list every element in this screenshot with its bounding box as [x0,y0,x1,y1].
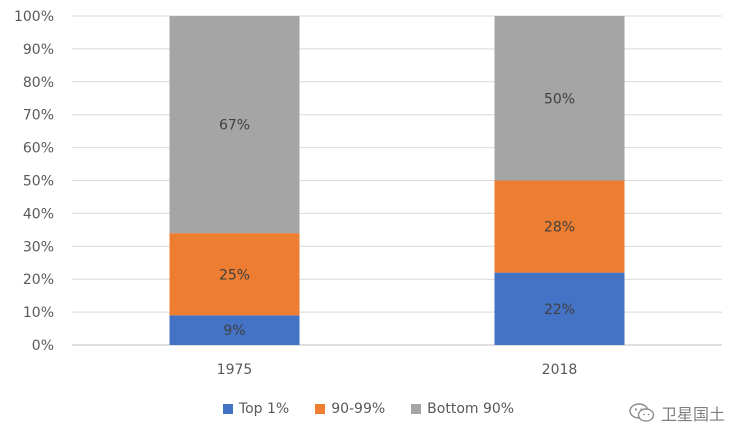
bar-segment [494,272,625,345]
bars: 9% 25% 67% 22% 28% 50% [169,16,625,345]
bar-segment [494,180,625,273]
y-tick-label: 10% [23,305,54,321]
y-tick-label: 50% [23,174,54,190]
x-tick-label: 2018 [542,362,578,378]
y-axis-ticks: 0% 10% 20% 30% 40% 50% 60% 70% 80% 90% 100% [14,9,54,354]
y-tick-label: 80% [23,75,54,91]
legend-swatch-90-99 [315,404,326,414]
y-tick-label: 30% [23,239,54,255]
y-tick-label: 0% [32,338,54,354]
wechat-icon [629,403,655,422]
watermark: 卫星国土 [629,401,725,425]
legend-item-bottom-90: Bottom 90% [411,401,514,417]
bar-segment [169,315,300,345]
legend-label-top-1: Top 1% [238,401,290,417]
bar-segment [169,16,300,234]
y-tick-label: 100% [14,9,54,25]
data-label: 50% [544,91,575,107]
data-label: 9% [223,323,245,339]
data-label: 25% [219,267,250,283]
bar-segment [494,16,625,181]
bar-segment [169,233,300,316]
legend-item-90-99: 90-99% [315,401,385,417]
y-tick-label: 40% [23,206,54,222]
x-tick-label: 1975 [217,362,253,378]
y-tick-label: 60% [23,141,54,157]
y-tick-label: 90% [23,42,54,58]
legend-label-90-99: 90-99% [331,401,386,417]
watermark-text: 卫星国土 [660,405,725,424]
x-axis-ticks: 1975 2018 [217,362,578,378]
legend-swatch-top-1 [222,404,233,414]
y-tick-label: 70% [23,108,54,124]
chart: 0% 10% 20% 30% 40% 50% 60% 70% 80% 90% 100% 9% 25% 6… [14,9,722,378]
legend-label-bottom-90: Bottom 90% [427,401,515,417]
legend: Top 1% 90-99% Bottom 90% [0,398,737,420]
y-tick-label: 20% [23,272,54,288]
data-label: 67% [219,118,250,134]
data-label: 28% [544,220,575,236]
legend-item-top-1: Top 1% [222,401,290,417]
legend-swatch-bottom-90 [411,404,422,414]
data-label: 22% [544,302,575,318]
